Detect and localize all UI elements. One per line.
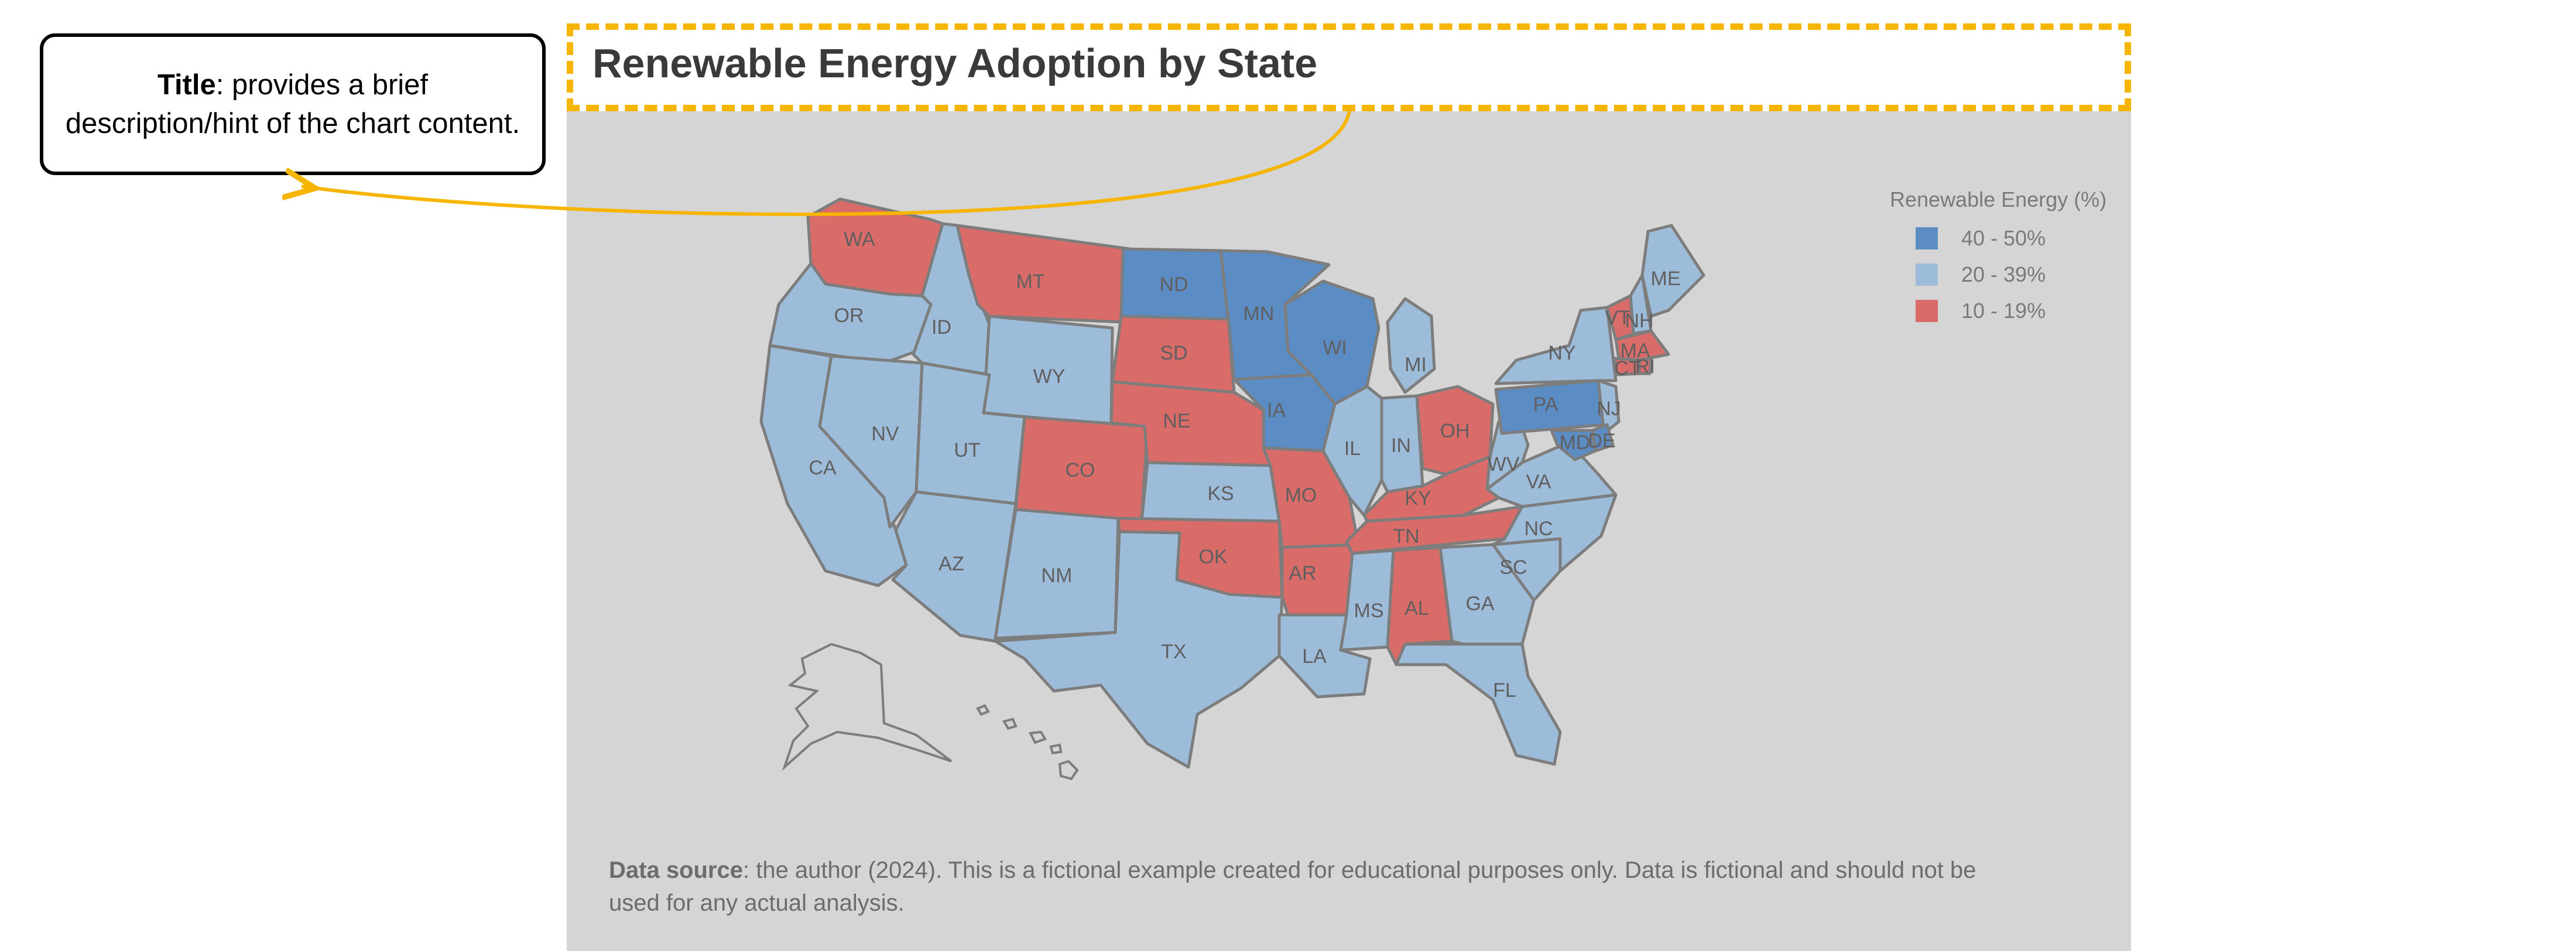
state-ct — [1613, 357, 1641, 377]
hawaii-island-outline — [976, 704, 990, 716]
data-source-footnote: Data source: the author (2024). This is … — [609, 854, 2002, 919]
state-label-md: MD — [1560, 432, 1591, 454]
state-label-ri: RI — [1635, 355, 1655, 378]
state-label-oh: OH — [1440, 420, 1470, 442]
state-label-nh: NH — [1625, 310, 1653, 332]
annotation-connector-arrow — [302, 110, 1351, 216]
state-label-ct: CT — [1614, 357, 1640, 379]
legend-swatch — [1916, 227, 1938, 249]
state-label-or: OR — [834, 305, 864, 327]
state-label-ar: AR — [1289, 562, 1316, 584]
state-il — [1321, 385, 1383, 517]
state-label-az: AZ — [938, 553, 964, 575]
legend-label: 20 - 39% — [1961, 262, 2046, 286]
state-label-co: CO — [1066, 459, 1095, 481]
state-label-ma: MA — [1621, 340, 1650, 362]
state-label-in: IN — [1391, 435, 1411, 457]
state-hi — [1058, 760, 1079, 781]
state-label-wy: WY — [1033, 365, 1066, 388]
title-annotation-callout: Title: provides a brief description/hint… — [40, 33, 546, 175]
state-label-ks: KS — [1207, 483, 1234, 505]
state-label-tn: TN — [1393, 525, 1419, 548]
hawaii-island-outline — [1028, 730, 1047, 744]
state-label-id: ID — [931, 316, 951, 338]
callout-text: Title: provides a brief description/hint… — [61, 66, 525, 143]
hawaii-island-outline — [1049, 743, 1063, 755]
state-label-mo: MO — [1285, 484, 1317, 507]
state-label-nd: ND — [1159, 273, 1188, 296]
state-label-me: ME — [1651, 268, 1681, 290]
legend-item: 40 - 50% — [1890, 220, 2106, 256]
state-label-al: AL — [1405, 597, 1429, 620]
states-layer — [759, 197, 1705, 769]
legend-title: Renewable Energy (%) — [1890, 187, 2107, 211]
state-mi — [1386, 297, 1436, 394]
state-labels-layer: WA OR CA ID NV MT WY UT AZ CO NM ND SD NE KS OK TX MN IA MO… — [809, 228, 1680, 702]
state-label-ne: NE — [1163, 410, 1190, 432]
title-highlight-box — [567, 23, 2131, 111]
state-label-sd: SD — [1160, 342, 1187, 364]
state-label-la: LA — [1302, 645, 1327, 668]
state-tx — [994, 530, 1284, 769]
state-label-wv: WV — [1488, 453, 1520, 476]
state-label-nv: NV — [871, 423, 899, 445]
state-label-mi: MI — [1405, 354, 1427, 376]
legend-swatch — [1916, 264, 1938, 286]
state-label-sc: SC — [1499, 556, 1527, 579]
legend-item: 10 - 19% — [1890, 293, 2106, 329]
state-label-tx: TX — [1161, 641, 1186, 663]
footnote-text: : the author (2024). This is a fictional… — [609, 857, 1976, 916]
legend-label: 10 - 19% — [1961, 299, 2046, 323]
state-label-ca: CA — [809, 457, 837, 479]
state-fl — [1395, 642, 1562, 766]
legend-item: 20 - 39% — [1890, 256, 2106, 293]
state-label-va: VA — [1526, 471, 1551, 493]
legend: Renewable Energy (%) 40 - 50% 20 - 39% 10 … — [1890, 187, 2106, 329]
state-label-ny: NY — [1548, 342, 1575, 364]
state-ma — [1614, 329, 1670, 362]
chart-title: Renewable Energy Adoption by State — [592, 40, 1318, 86]
state-label-de: DE — [1588, 430, 1615, 452]
state-ak — [782, 642, 953, 771]
state-label-nm: NM — [1042, 565, 1073, 587]
state-label-nj: NJ — [1597, 398, 1621, 420]
alaska-hawaii-inset — [782, 642, 1079, 781]
state-label-nc: NC — [1524, 518, 1553, 540]
hawaii-island-outline — [1002, 717, 1018, 730]
state-label-mn: MN — [1244, 303, 1275, 325]
state-label-wa: WA — [844, 228, 875, 251]
state-label-ok: OK — [1198, 546, 1227, 568]
state-ms — [1339, 549, 1395, 652]
legend-label: 40 - 50% — [1961, 226, 2046, 250]
state-va — [1485, 440, 1618, 508]
state-label-pa: PA — [1533, 394, 1558, 416]
state-md — [1550, 429, 1597, 461]
state-label-mt: MT — [1016, 271, 1044, 293]
state-nj — [1597, 379, 1621, 435]
state-label-ut: UT — [954, 439, 980, 461]
state-label-wi: WI — [1323, 337, 1347, 359]
state-label-il: IL — [1344, 437, 1361, 460]
legend-swatch — [1916, 300, 1938, 322]
state-label-ga: GA — [1465, 593, 1494, 615]
state-label-ms: MS — [1354, 600, 1384, 622]
callout-description: : provides a brief description/hint of t… — [65, 69, 520, 139]
footnote-term: Data source — [609, 857, 743, 883]
state-label-vt: VT — [1605, 307, 1630, 329]
callout-term: Title — [157, 69, 216, 101]
state-me — [1640, 224, 1705, 318]
title-strip — [567, 23, 2131, 111]
state-label-ky: KY — [1405, 487, 1431, 509]
state-label-ia: IA — [1267, 399, 1286, 422]
state-label-fl: FL — [1493, 679, 1516, 702]
